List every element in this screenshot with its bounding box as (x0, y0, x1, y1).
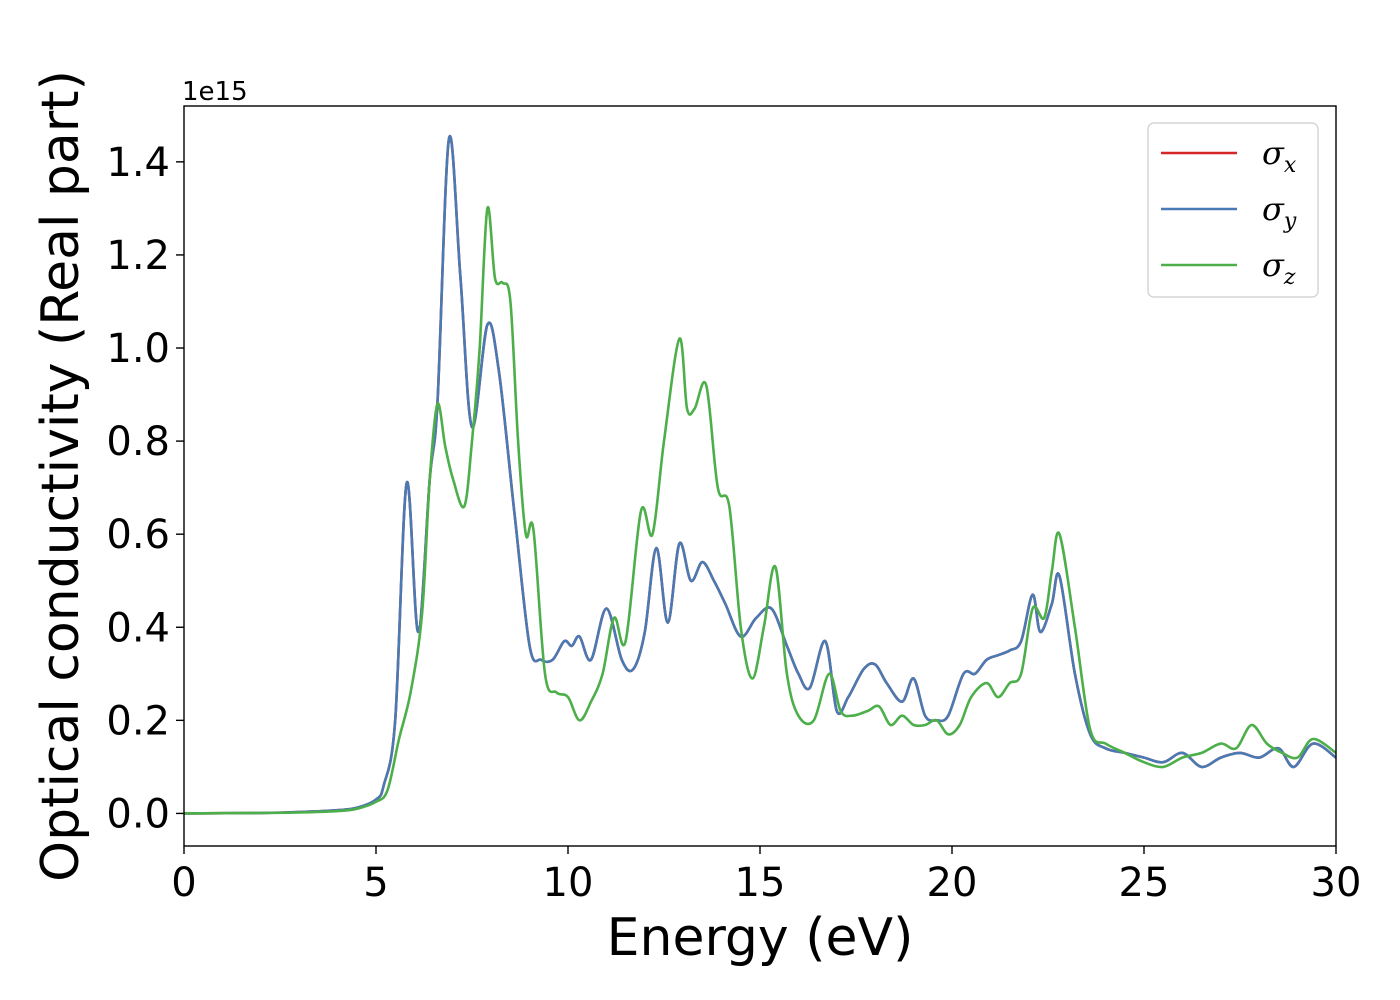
x-tick-label: 15 (735, 860, 786, 906)
legend: σx σy σz (1147, 122, 1319, 298)
legend-label-z: σz (1262, 246, 1296, 290)
series-line-z (183, 205, 1337, 815)
legend-label-y: σy (1262, 190, 1297, 234)
y-tick-label: 1.4 (106, 140, 170, 186)
y-tick-label: 0.4 (106, 605, 170, 651)
plot-area (184, 106, 1336, 846)
x-tick-label: 30 (1311, 860, 1362, 906)
x-tick-label: 0 (171, 860, 196, 906)
y-tick-label: 0.2 (106, 698, 170, 744)
y-tick-label: 1.0 (106, 326, 170, 372)
series-layer (183, 134, 1337, 815)
y-axis-label: Optical conductivity (Real part) (31, 70, 91, 882)
y-tick-label: 0.8 (106, 419, 170, 465)
y-tick-label: 0.6 (106, 512, 170, 558)
y-axis-ticks: 0.0 0.2 0.4 0.6 0.8 1.0 1.2 1.4 (106, 140, 184, 837)
legend-label-x: σx (1262, 134, 1297, 178)
x-tick-label: 10 (543, 860, 594, 906)
y-offset-label: 1e15 (182, 77, 248, 107)
y-tick-label: 0.0 (106, 791, 170, 837)
x-tick-label: 5 (363, 860, 388, 906)
x-axis-ticks: 0 5 10 15 20 25 30 (171, 846, 1361, 906)
x-tick-label: 25 (1119, 860, 1170, 906)
series-line-y (183, 134, 1337, 815)
x-tick-label: 20 (927, 860, 978, 906)
y-tick-label: 1.2 (106, 233, 170, 279)
x-axis-label: Energy (eV) (607, 908, 914, 968)
